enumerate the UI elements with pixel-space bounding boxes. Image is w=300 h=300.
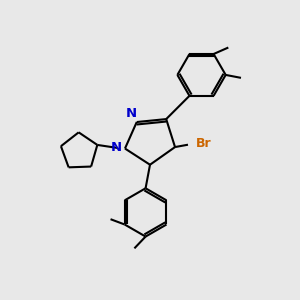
Text: N: N	[126, 107, 137, 120]
Text: Br: Br	[196, 137, 212, 150]
Text: N: N	[111, 141, 122, 154]
